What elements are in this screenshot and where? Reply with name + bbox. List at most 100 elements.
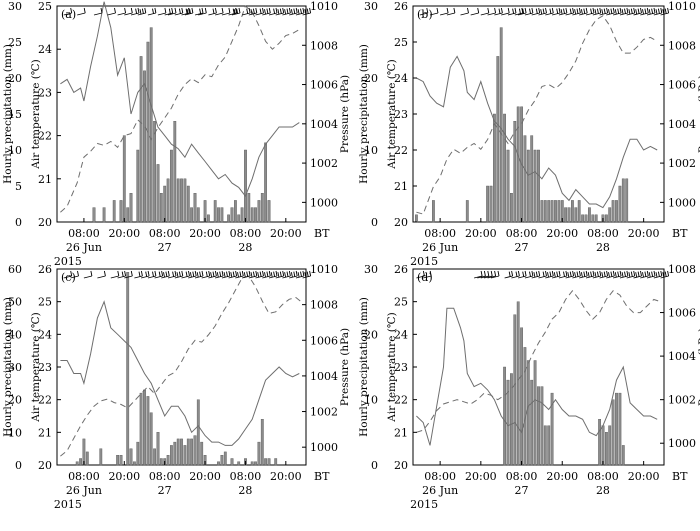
wind-barb-shaft [117, 12, 126, 16]
wind-barb-shaft [188, 275, 197, 279]
x-tick-label: 08:00 [149, 470, 181, 483]
wind-barb-shaft [640, 12, 649, 16]
day-label: 27 [515, 484, 529, 497]
wind-barb-feather [603, 8, 606, 14]
wind-barb-feather [302, 270, 305, 277]
wind-barb-feather [141, 8, 144, 14]
wind-barb-feather [100, 7, 103, 14]
wind-barb [585, 7, 595, 16]
wind-barb-feather [628, 272, 631, 278]
wind-barb-feather [542, 8, 545, 14]
wind-barb [181, 270, 190, 279]
wind-barb [140, 270, 150, 279]
wind-barb-shaft [235, 275, 244, 279]
wind-barb-feather [266, 271, 269, 277]
wind-barb-feather [246, 8, 249, 14]
wind-barb-shaft [214, 275, 224, 279]
wind-barb [184, 7, 194, 16]
wind-barb-shaft [154, 275, 163, 279]
wind-barb-shaft [640, 275, 649, 279]
wind-barb-feather [164, 7, 167, 14]
precip-bar [254, 461, 257, 466]
temp-tick-label: 22 [394, 394, 408, 407]
wind-barb-feather [293, 271, 296, 277]
wind-barb-feather [158, 271, 161, 277]
precip-bar [126, 272, 130, 466]
temp-tick-label: 25 [394, 36, 408, 49]
wind-barb-shaft [167, 275, 177, 279]
wind-barb [592, 270, 602, 279]
wind-barb [572, 270, 581, 279]
wind-barb-feather [606, 270, 609, 277]
wind-barb-feather [621, 272, 624, 278]
temp-tick-label: 22 [38, 394, 52, 407]
precip-bar [213, 200, 217, 223]
wind-barb-feather [300, 8, 302, 14]
precip-bar [584, 214, 588, 223]
wind-barb-feather [221, 270, 224, 277]
wind-barb-feather [635, 9, 638, 15]
panel-label: (d) [417, 271, 433, 284]
wind-barb-feather [533, 272, 536, 278]
precip-bar [489, 185, 493, 223]
wind-barb-feather [152, 8, 154, 14]
wind-barb-feather [508, 271, 511, 277]
wind-barb [174, 7, 184, 16]
wind-barb-shaft [653, 275, 662, 279]
precip-bar [496, 56, 500, 223]
wind-barb-shaft [147, 12, 157, 16]
wind-barb-shaft [585, 12, 595, 16]
wind-barb-feather [514, 7, 517, 14]
precip-bar [510, 192, 513, 223]
wind-barb-shaft [198, 12, 207, 16]
wind-barb-feather [583, 271, 586, 277]
wind-barb-feather [653, 270, 656, 277]
precip-bar [122, 135, 126, 223]
wind-barb [585, 270, 595, 279]
wind-barb-shaft [619, 275, 629, 279]
wind-barb [262, 270, 271, 279]
temp-tick-label: 20 [394, 459, 408, 472]
wind-barb-feather [282, 270, 285, 277]
wind-barb [640, 7, 649, 16]
temperature-line [60, 300, 300, 446]
wind-barb [221, 270, 231, 279]
wind-barb-shaft [130, 12, 140, 16]
wind-barb [214, 7, 224, 16]
wind-barb-feather [429, 270, 432, 277]
day-label: 28 [238, 484, 252, 497]
x-tick-label: 08:00 [230, 470, 262, 483]
wind-barb-shaft [275, 12, 284, 16]
precip-bar [196, 399, 200, 466]
precip-bar [112, 200, 116, 223]
wind-barb-feather [569, 271, 572, 277]
precip-tick-label: 20 [364, 72, 378, 85]
wind-barb-feather [273, 8, 276, 14]
wind-barb-feather [483, 270, 486, 277]
wind-barb-feather [171, 7, 174, 14]
precip-bar [206, 214, 210, 223]
precip-bar [176, 438, 180, 466]
wind-barb-shaft [579, 275, 588, 279]
pressure-axis-title: Pressure (hPa) [339, 75, 351, 153]
wind-barb-shaft [524, 12, 534, 16]
precip-bar [159, 458, 163, 466]
wind-barb-shaft [565, 12, 574, 16]
wind-barb-feather [517, 270, 520, 277]
wind-barb-feather [188, 7, 190, 14]
wind-barb-feather [304, 272, 307, 278]
wind-barb-feather [165, 271, 168, 277]
wind-barb-feather [212, 271, 215, 277]
wind-barb-feather [587, 272, 590, 278]
precip-bar [136, 441, 140, 466]
wind-barb-feather [642, 9, 644, 15]
wind-barb-feather [545, 7, 547, 14]
precip-bar [169, 149, 173, 223]
precip-axis-title: Hourly precipitation (mm) [2, 44, 14, 184]
wind-barb-feather [583, 8, 586, 14]
wind-barb-feather [255, 270, 258, 277]
x-tick-label: 08:00 [506, 470, 538, 483]
precip-bar [274, 458, 278, 466]
wind-barb-feather [545, 270, 547, 277]
